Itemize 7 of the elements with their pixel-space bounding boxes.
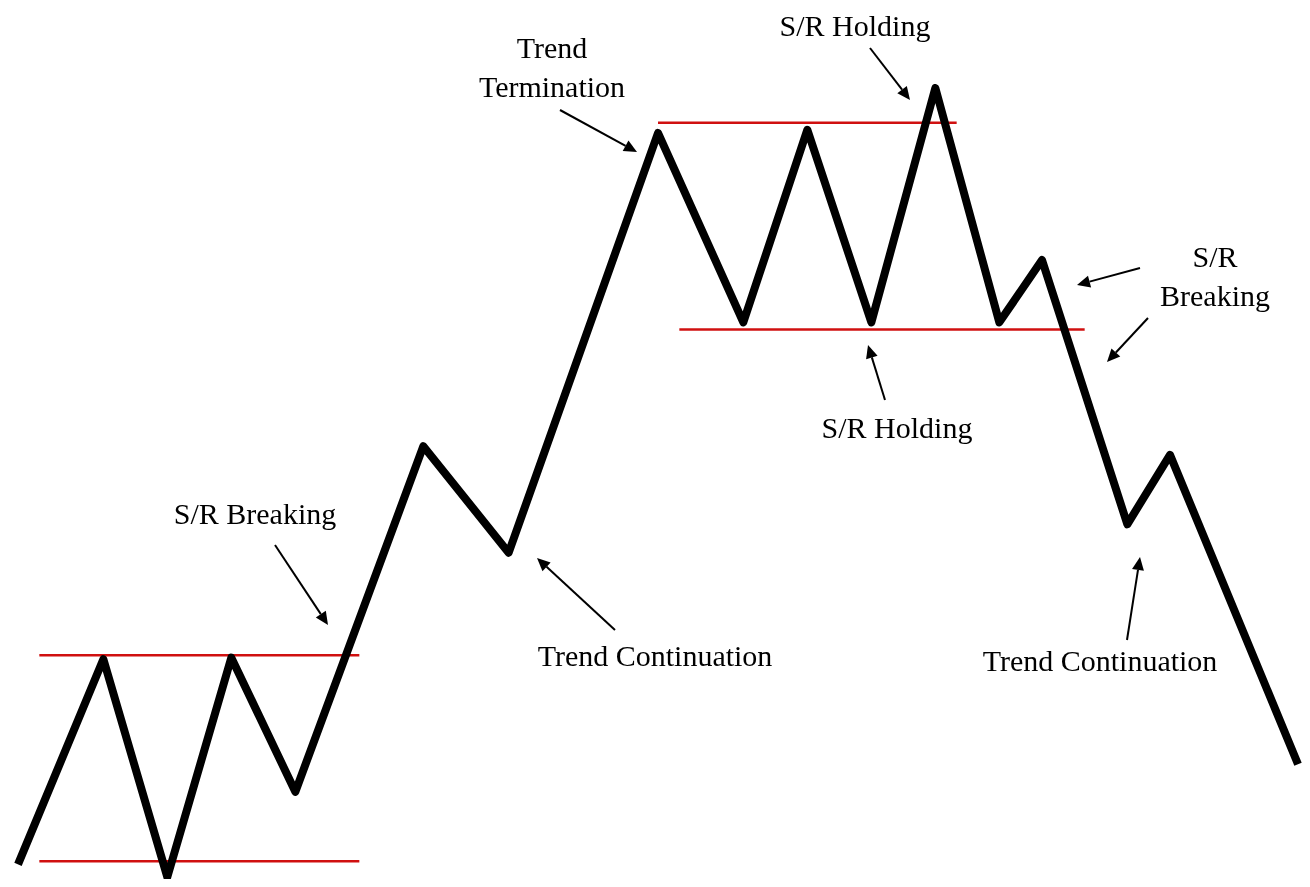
text: S/R Holding: [779, 8, 931, 42]
annotation: Trend Termination: [478, 31, 626, 103]
annotation: Trend Continuation: [537, 638, 773, 672]
annotation: Trend Continuation: [982, 643, 1218, 677]
annotation: S/R Breaking: [1160, 240, 1270, 312]
annotation: S/R Holding: [821, 410, 973, 444]
annotation: S/R Breaking: [173, 496, 337, 530]
